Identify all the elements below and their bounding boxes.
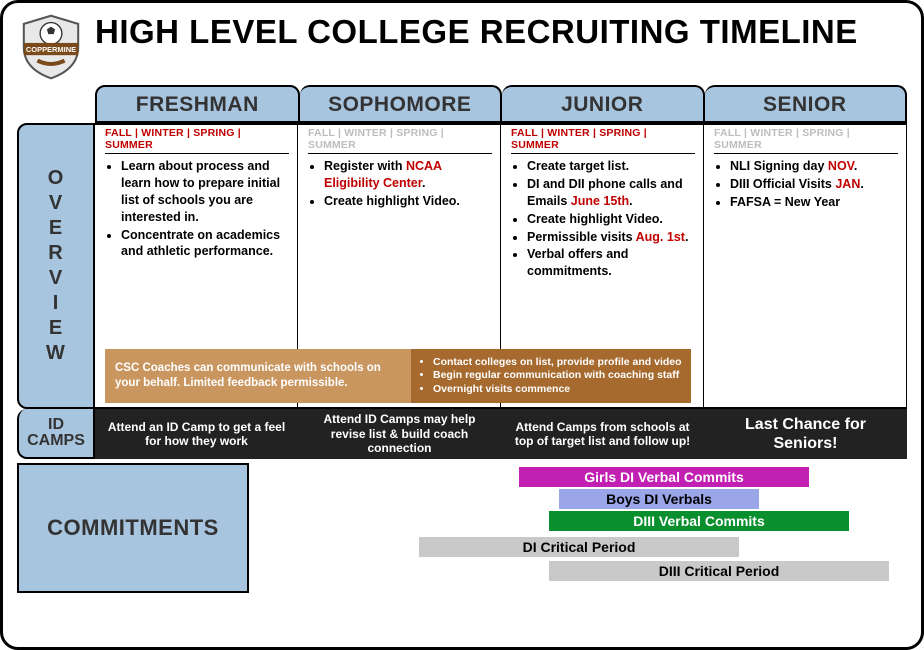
senior-bullets: NLI Signing day NOV.DIII Official Visits…	[730, 158, 898, 211]
id-camp-cell: Attend ID Camps may help revise list & b…	[298, 409, 501, 459]
bullet-item: Register with NCAA Eligibility Center.	[324, 158, 492, 192]
col-junior: JUNIOR	[502, 85, 705, 123]
cell-senior: FALL | WINTER | SPRING | SUMMER NLI Sign…	[704, 125, 907, 407]
page-title: HIGH LEVEL COLLEGE RECRUITING TIMELINE	[95, 13, 858, 51]
col-sophomore: SOPHOMORE	[300, 85, 503, 123]
bullet-item: DI and DII phone calls and Emails June 1…	[527, 176, 695, 210]
overview-row: OVERVIEW FALL | WINTER | SPRING | SUMMER…	[17, 123, 907, 409]
csc-note-band: CSC Coaches can communicate with schools…	[105, 349, 691, 403]
id-camp-cell: Attend Camps from schools at top of targ…	[501, 409, 704, 459]
commitment-bar: DIII Critical Period	[549, 561, 889, 581]
junior-bullets: Create target list.DI and DII phone call…	[527, 158, 695, 280]
note-item: Contact colleges on list, provide profil…	[433, 356, 683, 369]
note-item: Overnight visits commence	[433, 383, 683, 396]
id-camps-label: IDCAMPS	[17, 409, 95, 459]
bullet-item: FAFSA = New Year	[730, 194, 898, 211]
col-senior: SENIOR	[705, 85, 908, 123]
commitment-bar: Girls DI Verbal Commits	[519, 467, 809, 487]
bullet-item: Create highlight Video.	[324, 193, 492, 210]
bullet-item: Permissible visits Aug. 1st.	[527, 229, 695, 246]
header: COPPERMINE HIGH LEVEL COLLEGE RECRUITING…	[17, 13, 907, 81]
csc-note-right: Contact colleges on list, provide profil…	[411, 349, 691, 403]
id-camps-strip: Attend an ID Camp to get a feel for how …	[95, 409, 907, 459]
commitment-bar: DI Critical Period	[419, 537, 739, 557]
freshman-bullets: Learn about process and learn how to pre…	[121, 158, 289, 260]
col-freshman: FRESHMAN	[95, 85, 300, 123]
bullet-item: Learn about process and learn how to pre…	[121, 158, 289, 226]
seasons-label: FALL | WINTER | SPRING | SUMMER	[308, 127, 492, 154]
bullet-item: Concentrate on academics and athletic pe…	[121, 227, 289, 261]
overview-cells: FALL | WINTER | SPRING | SUMMER Learn ab…	[95, 123, 907, 409]
seasons-label: FALL | WINTER | SPRING | SUMMER	[105, 127, 289, 154]
overview-label: OVERVIEW	[17, 123, 95, 409]
commitment-bar: DIII Verbal Commits	[549, 511, 849, 531]
commitments-row: COMMITMENTS Girls DI Verbal CommitsBoys …	[17, 463, 907, 593]
id-camp-cell: Last Chance for Seniors!	[704, 409, 907, 459]
commitment-bar: Boys DI Verbals	[559, 489, 759, 509]
id-camp-cell: Attend an ID Camp to get a feel for how …	[95, 409, 298, 459]
bullet-item: Verbal offers and commitments.	[527, 246, 695, 280]
bullet-item: Create target list.	[527, 158, 695, 175]
note-item: Begin regular communication with coachin…	[433, 369, 683, 382]
csc-note-left: CSC Coaches can communicate with schools…	[105, 349, 411, 403]
id-camps-row: IDCAMPS Attend an ID Camp to get a feel …	[17, 409, 907, 459]
bullet-item: Create highlight Video.	[527, 211, 695, 228]
sophomore-bullets: Register with NCAA Eligibility Center.Cr…	[324, 158, 492, 210]
commitments-gantt: Girls DI Verbal CommitsBoys DI VerbalsDI…	[249, 463, 907, 593]
coppermine-logo: COPPERMINE	[17, 13, 85, 81]
seasons-label: FALL | WINTER | SPRING | SUMMER	[714, 127, 898, 154]
page-frame: COPPERMINE HIGH LEVEL COLLEGE RECRUITING…	[0, 0, 924, 650]
bullet-item: DIII Official Visits JAN.	[730, 176, 898, 193]
commitments-label: COMMITMENTS	[17, 463, 249, 593]
bullet-item: NLI Signing day NOV.	[730, 158, 898, 175]
seasons-label: FALL | WINTER | SPRING | SUMMER	[511, 127, 695, 154]
svg-text:COPPERMINE: COPPERMINE	[26, 45, 76, 54]
year-header-row: FRESHMAN SOPHOMORE JUNIOR SENIOR	[95, 85, 907, 123]
